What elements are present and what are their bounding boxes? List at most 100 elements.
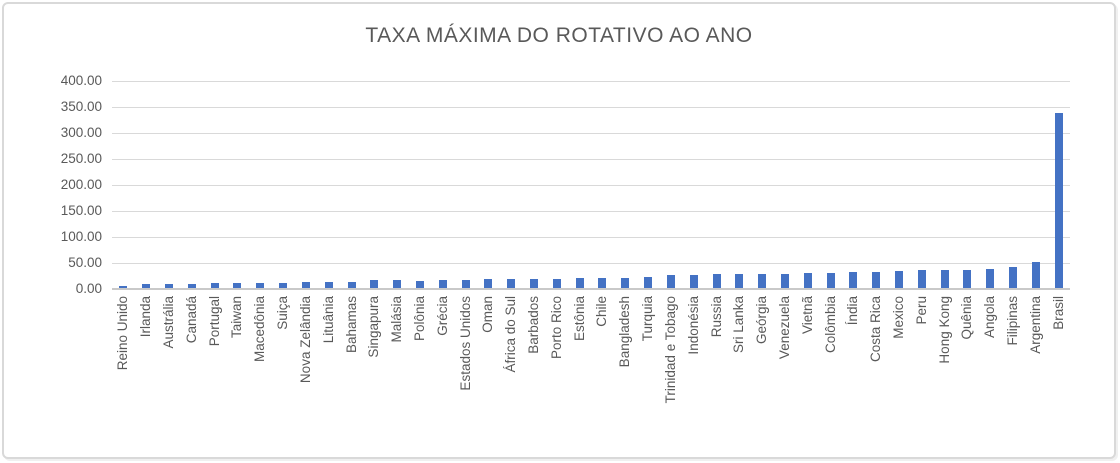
bar-Bangladesh bbox=[621, 277, 630, 289]
x-axis-tick-label: Portugal bbox=[206, 296, 222, 347]
x-axis-tick-label: Hong Kong bbox=[936, 296, 952, 364]
bar-slot bbox=[796, 81, 819, 289]
bar-slot bbox=[842, 81, 865, 289]
bar-slot bbox=[545, 81, 568, 289]
x-label-cell: Vietnã bbox=[796, 290, 819, 440]
bar-slot bbox=[637, 81, 660, 289]
x-label-cell: Russia bbox=[705, 290, 728, 440]
y-axis-tick-label: 200.00 bbox=[60, 177, 102, 192]
y-axis-tick-label: 400.00 bbox=[60, 73, 102, 88]
x-axis-tick-label: Taiwan bbox=[229, 296, 245, 339]
x-axis-tick-label: Trinidad e Tobago bbox=[662, 296, 678, 404]
x-axis-tick-label: Macedônia bbox=[252, 296, 268, 363]
bar-Macedônia bbox=[256, 282, 265, 289]
bar-Vietnã bbox=[803, 272, 812, 289]
x-axis-tick-label: Venezuela bbox=[776, 296, 792, 360]
x-axis-tick-label: Bahamas bbox=[343, 296, 359, 354]
gridline bbox=[112, 159, 1070, 160]
x-axis-tick-label: Lituânia bbox=[320, 296, 336, 344]
bar-Suiça bbox=[279, 282, 288, 289]
bar-Costa Rica bbox=[872, 271, 881, 289]
x-label-cell: Chile bbox=[591, 290, 614, 440]
x-label-cell: Peru bbox=[910, 290, 933, 440]
x-axis-tick-label: Quênia bbox=[959, 296, 975, 340]
x-label-cell: Turquia bbox=[637, 290, 660, 440]
bar-slot bbox=[363, 81, 386, 289]
bar-slot bbox=[317, 81, 340, 289]
bar-Austrália bbox=[165, 283, 174, 289]
x-label-cell: Suiça bbox=[272, 290, 295, 440]
x-label-cell: Bangladesh bbox=[614, 290, 637, 440]
bar-Irlanda bbox=[142, 284, 151, 289]
x-label-cell: Indonésia bbox=[682, 290, 705, 440]
gridline bbox=[112, 263, 1070, 264]
x-axis-tick-label: África do Sul bbox=[503, 296, 519, 373]
bar-Canadá bbox=[187, 283, 196, 289]
gridline bbox=[112, 107, 1070, 108]
bar-Malásia bbox=[393, 280, 402, 289]
y-axis-tick-label: 100.00 bbox=[60, 229, 102, 244]
x-axis-tick-label: Nova Zelândia bbox=[297, 296, 313, 384]
x-axis-tick-label: Costa Rica bbox=[868, 296, 884, 363]
bar-Bahamas bbox=[347, 281, 356, 289]
x-axis-tick-label: Chile bbox=[594, 296, 610, 327]
bar-Russia bbox=[712, 274, 721, 289]
bar-Grécia bbox=[438, 280, 447, 289]
x-label-cell: Geórgia bbox=[751, 290, 774, 440]
x-axis-tick-label: Colômbia bbox=[822, 296, 838, 354]
chart-title: TAXA MÁXIMA DO ROTATIVO AO ANO bbox=[365, 24, 753, 47]
gridline bbox=[112, 237, 1070, 238]
bar-slot bbox=[660, 81, 683, 289]
x-label-cell: Angola bbox=[979, 290, 1002, 440]
bar-slot bbox=[614, 81, 637, 289]
x-label-cell: Irlanda bbox=[135, 290, 158, 440]
x-axis-tick-label: Filipinas bbox=[1005, 296, 1021, 346]
x-label-cell: Venezuela bbox=[774, 290, 797, 440]
bar-Colômbia bbox=[826, 272, 835, 289]
x-axis: Reino Unido Irlanda Austrália Canadá Portuga… bbox=[112, 290, 1070, 440]
x-axis-tick-label: Suiça bbox=[275, 296, 291, 330]
bar-Trinidad e Tobago bbox=[666, 275, 675, 289]
bar-slot bbox=[386, 81, 409, 289]
bar-slot bbox=[1025, 81, 1048, 289]
x-label-cell: Hong Kong bbox=[933, 290, 956, 440]
x-axis-line bbox=[112, 288, 1070, 290]
x-axis-tick-label: Bangladesh bbox=[617, 296, 633, 368]
y-axis-tick-label: 50.00 bbox=[68, 255, 102, 270]
bar-slot bbox=[409, 81, 432, 289]
x-axis-tick-label: Indonésia bbox=[685, 296, 701, 355]
bar-Hong Kong bbox=[940, 270, 949, 289]
bar-Sri Lanka bbox=[735, 274, 744, 289]
bar-Turquia bbox=[644, 276, 653, 289]
bar-Estônia bbox=[575, 278, 584, 289]
x-label-cell: Malásia bbox=[386, 290, 409, 440]
bar-Polônia bbox=[415, 280, 424, 289]
bar-Taiwan bbox=[233, 282, 242, 289]
bar-Brasil bbox=[1054, 113, 1063, 289]
x-label-cell: Taiwan bbox=[226, 290, 249, 440]
x-label-cell: Portugal bbox=[203, 290, 226, 440]
x-label-cell: Nova Zelândia bbox=[295, 290, 318, 440]
x-axis-tick-label: Irlanda bbox=[138, 296, 154, 338]
x-label-cell: Barbados bbox=[523, 290, 546, 440]
x-axis-tick-label: Argentina bbox=[1027, 296, 1043, 354]
bar-slot bbox=[135, 81, 158, 289]
bar-Angola bbox=[986, 268, 995, 289]
bar-Singapura bbox=[370, 280, 379, 289]
x-axis-tick-label: Canadá bbox=[183, 296, 199, 344]
y-axis-tick-label: 0.00 bbox=[75, 281, 102, 296]
y-axis-tick-label: 300.00 bbox=[60, 125, 102, 140]
bar-slot bbox=[477, 81, 500, 289]
bar-series bbox=[112, 81, 1070, 289]
x-axis-tick-label: Polônia bbox=[411, 296, 427, 342]
plot-area bbox=[112, 81, 1070, 290]
bar-slot bbox=[203, 81, 226, 289]
bar-Índia bbox=[849, 272, 858, 289]
bar-Porto Rico bbox=[552, 278, 561, 289]
bar-slot bbox=[705, 81, 728, 289]
x-label-cell: Grécia bbox=[431, 290, 454, 440]
x-axis-tick-label: Oman bbox=[480, 296, 496, 333]
x-label-cell: Austrália bbox=[158, 290, 181, 440]
x-axis-tick-label: Malásia bbox=[389, 296, 405, 343]
